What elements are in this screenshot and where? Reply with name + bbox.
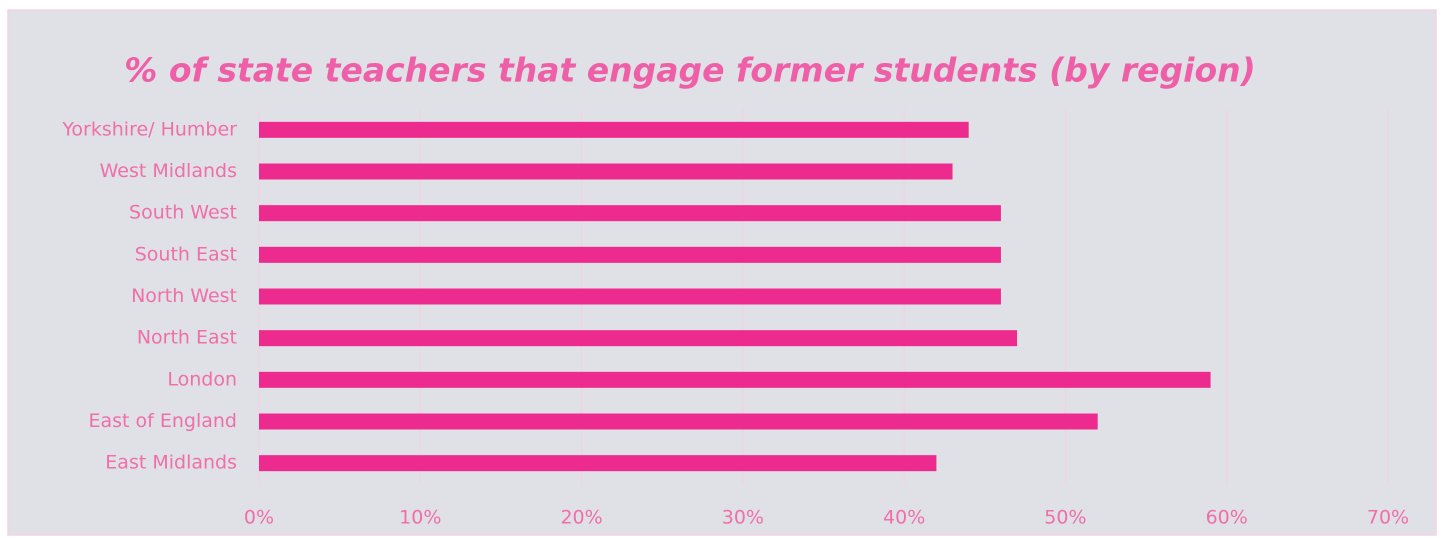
y-tick-label: North West bbox=[131, 285, 237, 307]
x-tick-label: 10% bbox=[399, 507, 441, 529]
bar bbox=[259, 163, 953, 180]
x-tick-label: 30% bbox=[722, 507, 764, 529]
y-tick-label: West Midlands bbox=[100, 160, 237, 182]
y-tick-label: London bbox=[167, 368, 237, 390]
y-tick-label: East of England bbox=[88, 410, 237, 432]
x-tick-label: 70% bbox=[1367, 507, 1409, 529]
x-tick-label: 20% bbox=[560, 507, 602, 529]
bar bbox=[259, 246, 1001, 263]
y-tick-label: North East bbox=[137, 327, 237, 349]
bar bbox=[259, 330, 1018, 347]
y-tick-label: South East bbox=[135, 243, 237, 265]
x-tick-label: 50% bbox=[1044, 507, 1086, 529]
chart-title: % of state teachers that engage former s… bbox=[124, 51, 1255, 90]
x-tick-label: 60% bbox=[1206, 507, 1248, 529]
bar bbox=[259, 288, 1001, 305]
bar bbox=[259, 413, 1098, 430]
chart-background bbox=[7, 9, 1437, 536]
x-tick-label: 0% bbox=[244, 507, 274, 529]
bar bbox=[259, 371, 1211, 388]
y-tick-label: East Midlands bbox=[105, 452, 237, 474]
y-tick-label: Yorkshire/ Humber bbox=[61, 118, 237, 140]
bar bbox=[259, 455, 937, 472]
y-tick-label: South West bbox=[129, 202, 237, 224]
bar bbox=[259, 121, 969, 138]
x-tick-label: 40% bbox=[883, 507, 925, 529]
bar bbox=[259, 205, 1001, 222]
